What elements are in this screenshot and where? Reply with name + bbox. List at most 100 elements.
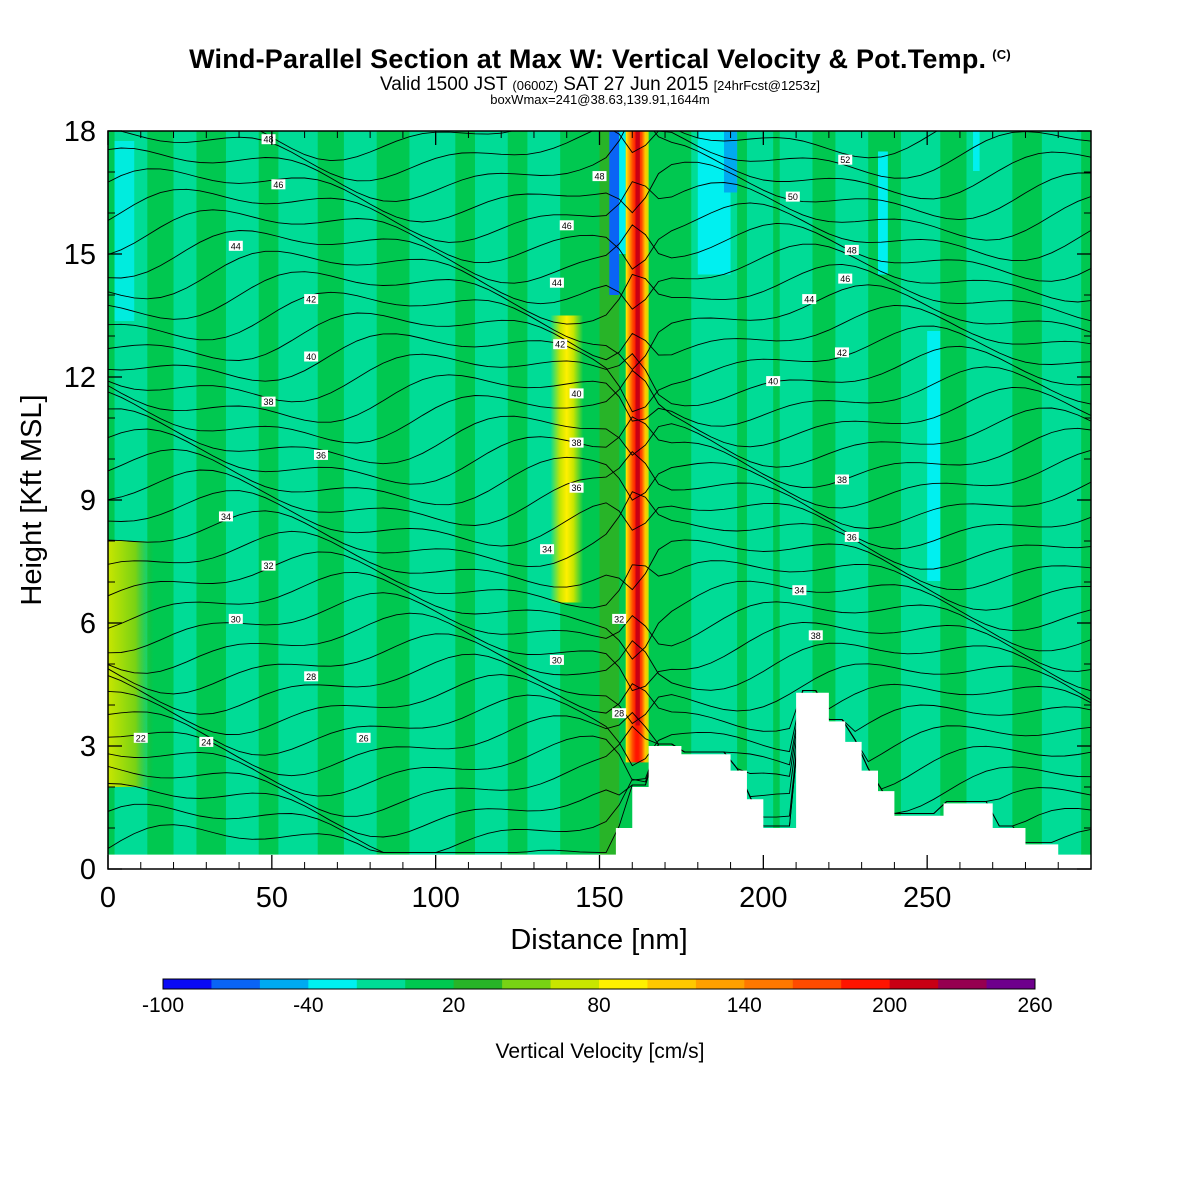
theta-contour-label: 48 xyxy=(844,244,859,255)
updraft-core xyxy=(635,131,640,726)
theta-contour-label: 42 xyxy=(304,294,319,305)
theta-label-text: 42 xyxy=(555,340,565,350)
theta-label-text: 32 xyxy=(614,614,624,624)
colorbar-swatch xyxy=(405,979,455,989)
theta-label-box xyxy=(133,732,148,743)
colorbar-swatch xyxy=(356,979,406,989)
theta-contour-line xyxy=(108,490,1091,550)
theta-contour-line xyxy=(108,690,1091,767)
theta-label-box xyxy=(569,388,584,399)
colorbar-swatch xyxy=(695,979,745,989)
y-tick-label: 0 xyxy=(80,854,96,886)
theta-contour-line xyxy=(108,407,1091,468)
theta-label-text: 38 xyxy=(811,631,821,641)
colorbar-swatch xyxy=(211,979,261,989)
theta-label-box xyxy=(802,294,817,305)
velocity-band xyxy=(724,131,738,193)
theta-label-text: 48 xyxy=(264,135,274,145)
theta-label-box xyxy=(612,613,627,624)
theta-contour-line xyxy=(108,653,1091,725)
velocity-band xyxy=(973,131,980,171)
theta-contour-line xyxy=(108,690,1091,838)
colorbar-tick-label: 80 xyxy=(587,994,610,1017)
theta-label-box xyxy=(228,240,243,251)
theta-contour-label: 32 xyxy=(261,560,276,571)
velocity-band xyxy=(927,331,941,581)
theta-contour-line xyxy=(108,491,1091,570)
theta-contour-label: 50 xyxy=(785,191,800,202)
theta-label-box xyxy=(540,544,555,555)
theta-label-box xyxy=(313,449,328,460)
colorbar-swatch xyxy=(550,979,600,989)
x-tick-label: 0 xyxy=(100,882,116,914)
velocity-band xyxy=(474,131,508,869)
theta-label-box xyxy=(559,220,574,231)
theta-label-text: 30 xyxy=(231,614,241,624)
theta-label-text: 46 xyxy=(562,221,572,231)
theta-label-box xyxy=(549,277,564,288)
theta-contour-label: 52 xyxy=(838,154,853,165)
theta-label-text: 34 xyxy=(542,545,552,555)
theta-label-text: 28 xyxy=(306,672,316,682)
theta-contour-labels: 22 24 26 28 28 30 30 32 32 34 34 34 36 36 36 38 38 38 38 40… xyxy=(133,134,859,747)
terrain-profile xyxy=(108,692,1091,869)
x-tick-label: 250 xyxy=(903,882,951,914)
theta-contour-label: 46 xyxy=(838,273,853,284)
theta-label-box xyxy=(834,474,849,485)
theta-label-box xyxy=(199,736,214,747)
theta-contour-line xyxy=(108,416,1091,488)
theta-contour-label: 46 xyxy=(559,220,574,231)
theta-label-text: 34 xyxy=(794,586,804,596)
theta-label-box xyxy=(271,179,286,190)
theta-contour-label: 36 xyxy=(844,531,859,542)
theta-label-text: 36 xyxy=(847,532,857,542)
theta-label-box xyxy=(356,732,371,743)
theta-label-text: 24 xyxy=(201,737,211,747)
chart-title-main: Wind-Parallel Section at Max W: Vertical… xyxy=(189,44,987,74)
vertical-velocity-field xyxy=(108,131,1091,869)
theta-contour-label: 42 xyxy=(834,347,849,358)
theta-contour-label: 38 xyxy=(808,630,823,641)
colorbar-swatch xyxy=(599,979,648,989)
valid-time: Valid 1500 JST xyxy=(380,74,508,95)
x-tick-label: 200 xyxy=(739,882,787,914)
colorbar-swatch xyxy=(647,979,697,989)
colorbar-tick-label: 140 xyxy=(727,994,762,1017)
y-axis-label: Height [Kft MSL] xyxy=(16,394,48,605)
theta-contour-label: 44 xyxy=(228,240,243,251)
theta-label-text: 40 xyxy=(572,389,582,399)
velocity-band xyxy=(114,141,135,321)
theta-label-text: 46 xyxy=(273,180,283,190)
theta-contour-label: 44 xyxy=(549,277,564,288)
theta-label-box xyxy=(844,531,859,542)
theta-label-box xyxy=(261,396,276,407)
theta-contour-label: 28 xyxy=(612,708,627,719)
theta-contour-label: 38 xyxy=(569,437,584,448)
theta-contour-label: 30 xyxy=(228,613,243,624)
theta-label-box xyxy=(838,154,853,165)
theta-contour-label: 38 xyxy=(261,396,276,407)
theta-label-box xyxy=(766,376,781,387)
theta-label-box xyxy=(228,613,243,624)
theta-label-box xyxy=(592,171,607,182)
theta-label-box xyxy=(612,708,627,719)
theta-label-text: 46 xyxy=(840,274,850,284)
theta-label-text: 28 xyxy=(614,709,624,719)
colorbar-swatch xyxy=(308,979,358,989)
theta-contour-label: 36 xyxy=(569,482,584,493)
velocity-band xyxy=(966,131,1013,869)
theta-label-text: 44 xyxy=(804,295,814,305)
theta-contour-label: 44 xyxy=(802,294,817,305)
theta-label-box xyxy=(844,244,859,255)
colorbar-swatch xyxy=(163,979,212,989)
theta-contour-line xyxy=(108,263,1091,325)
velocity-band xyxy=(1041,131,1082,869)
theta-contour-line xyxy=(108,202,1091,270)
theta-contour-line xyxy=(108,451,1091,529)
theta-contour-label: 46 xyxy=(271,179,286,190)
theta-label-text: 48 xyxy=(847,245,857,255)
theta-contour-line xyxy=(108,612,1091,692)
theta-contour-line xyxy=(108,448,1091,509)
